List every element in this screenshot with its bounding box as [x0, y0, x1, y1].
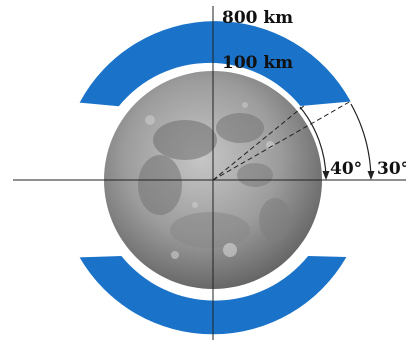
upper-coverage-band — [79, 21, 351, 107]
dashed-line-40deg — [212, 104, 306, 181]
outer-altitude-label: 800 km — [222, 8, 293, 28]
angle-label-30deg: 30° — [377, 159, 406, 179]
lower-coverage-band — [79, 256, 347, 335]
inner-altitude-label: 100 km — [222, 53, 293, 73]
angle-arrow-40deg — [322, 171, 330, 180]
angle-label-40deg: 40° — [330, 159, 362, 179]
angle-arrow-30deg — [367, 171, 375, 180]
dashed-line-30deg — [212, 100, 352, 181]
angle-arc-40deg — [299, 106, 327, 179]
